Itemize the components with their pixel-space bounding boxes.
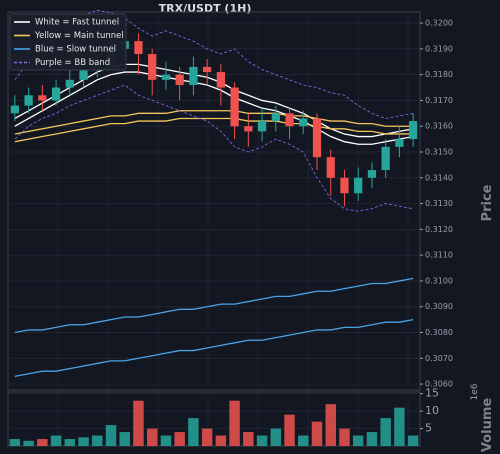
y-tick-label: 0.3180 [425,70,453,79]
tunnel-line [14,63,414,138]
volume-bar [270,428,282,446]
volume-bar [256,435,268,446]
y-tick-label: 0.3070 [425,354,453,363]
chart-title: TRX/USDT (1H) [159,2,252,15]
volume-bar [146,428,158,446]
candle-body [134,41,143,55]
y-tick-label: 10 [425,404,439,417]
candle-body [340,177,349,194]
y-tick-label: 0.3130 [425,199,453,208]
candle-body [38,95,47,101]
volume-bar [92,435,103,446]
tunnel-line [14,110,414,135]
volume-bar [298,435,309,446]
volume-bar [37,439,48,446]
candle-body [354,177,363,194]
y-tick-label: 0.3170 [425,96,453,105]
y-tick-label: 0.3140 [425,173,453,182]
candle-body [79,69,88,80]
candle-body [257,121,267,132]
volume-bar [201,428,213,446]
volume-bar [174,432,185,446]
y-tick-label: 0.3190 [425,44,453,53]
volume-bar [160,435,172,446]
volume-frame [7,391,421,447]
volume-bar [352,435,364,446]
volume-bar [284,414,295,446]
volume-bar [119,432,130,446]
candle-body [230,87,239,127]
candle-body [175,74,184,85]
volume-bar [229,400,240,446]
y-tick-label: 0.3200 [425,19,453,28]
volume-bar [325,404,336,446]
volume-bar [243,432,254,446]
plot-frame [7,11,421,391]
candle-body [216,72,225,88]
volume-bar [188,418,199,446]
y-tick-label: 15 [425,387,439,400]
legend-label: Blue = Slow tunnel [35,45,116,55]
volume-bar [394,407,405,446]
volume-bar [23,440,34,446]
volume-bar [311,421,323,446]
legend: White = Fast tunnel Yellow = Main tunnel B… [9,13,127,71]
candle-body [326,157,335,178]
candle-body [189,66,198,85]
candle-body [148,54,157,80]
y-tick-label: 0.3060 [425,380,453,389]
candle-body [24,95,33,106]
volume-bar [50,435,62,446]
y-tick-label: 0.3090 [425,302,453,311]
y-axis-label: Price [480,184,495,221]
legend-label: Purple = BB band [35,58,110,68]
volume-bar [78,437,89,446]
candle-body [10,105,19,114]
volume-bar [133,400,144,446]
candle-body [299,118,308,127]
volume-axis-label: Volume [480,398,495,453]
candle-body [161,74,171,80]
tunnel-line [14,318,414,377]
y-tick-label: 5 [425,422,432,435]
candle-body [312,118,322,158]
tunnel-line [14,117,414,143]
candle-body [285,113,294,127]
y-tick-label: 0.3110 [425,251,453,260]
candle-body [271,113,280,122]
legend-label: Yellow = Main tunnel [34,31,124,41]
volume-bar [105,425,117,446]
volume-bar [407,435,419,446]
y-tick-label: 0.3160 [425,122,453,131]
tunnel-line [14,277,414,334]
candle-body [51,87,61,101]
volume-bar [339,428,350,446]
volume-bar [9,439,21,446]
tunnel-line [14,84,414,212]
candle-body [367,170,377,178]
candle-body [409,121,418,140]
volume-bar [366,432,378,446]
y-tick-label: 0.3150 [425,148,453,157]
candle-body [395,139,404,147]
candle-body [381,146,390,171]
candle-body [65,79,74,88]
legend-label: White = Fast tunnel [35,18,119,28]
y-tick-label: 0.3120 [425,225,453,234]
volume-bar [64,439,76,446]
candle-body [203,66,212,73]
volume-bar [380,418,391,446]
offset-label: 1e6 [470,383,480,400]
y-tick-label: 0.3080 [425,328,453,337]
candle-body [244,126,253,132]
volume-bar [215,435,227,446]
tunnel-line [14,71,414,145]
tunnel-line [14,9,414,119]
y-tick-label: 0.3100 [425,276,453,285]
legend-box [9,13,127,71]
